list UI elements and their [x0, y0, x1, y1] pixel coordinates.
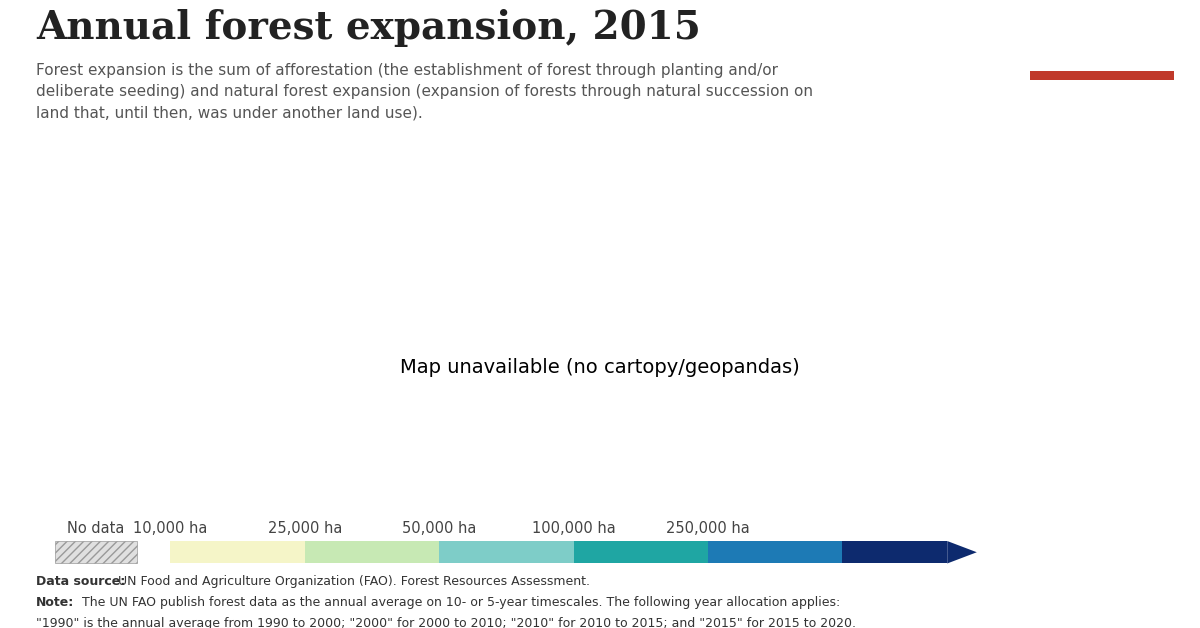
FancyBboxPatch shape [55, 541, 137, 563]
FancyBboxPatch shape [708, 541, 842, 563]
FancyBboxPatch shape [305, 541, 439, 563]
Bar [1030, 71, 1174, 80]
Text: 250,000 ha: 250,000 ha [666, 521, 750, 536]
Text: 100,000 ha: 100,000 ha [532, 521, 616, 536]
FancyBboxPatch shape [170, 541, 305, 563]
Text: UN Food and Agriculture Organization (FAO). Forest Resources Assessment.: UN Food and Agriculture Organization (FA… [114, 575, 590, 588]
Text: No data: No data [67, 521, 125, 536]
Text: in Data: in Data [1069, 50, 1134, 65]
Text: 10,000 ha: 10,000 ha [133, 521, 208, 536]
Text: Map unavailable (no cartopy/geopandas): Map unavailable (no cartopy/geopandas) [400, 358, 800, 377]
Text: 25,000 ha: 25,000 ha [268, 521, 342, 536]
Text: Data source:: Data source: [36, 575, 125, 588]
Polygon shape [947, 541, 977, 563]
Text: Our World: Our World [1056, 28, 1147, 43]
Text: "1990" is the annual average from 1990 to 2000; "2000" for 2000 to 2010; "2010" : "1990" is the annual average from 1990 t… [36, 617, 856, 628]
FancyBboxPatch shape [842, 541, 947, 563]
Text: Note:: Note: [36, 596, 74, 609]
Text: 50,000 ha: 50,000 ha [402, 521, 476, 536]
FancyBboxPatch shape [574, 541, 708, 563]
Text: The UN FAO publish forest data as the annual average on 10- or 5-year timescales: The UN FAO publish forest data as the an… [78, 596, 840, 609]
Text: Annual forest expansion, 2015: Annual forest expansion, 2015 [36, 9, 701, 48]
FancyBboxPatch shape [439, 541, 574, 563]
Text: Forest expansion is the sum of afforestation (the establishment of forest throug: Forest expansion is the sum of afforesta… [36, 63, 814, 121]
